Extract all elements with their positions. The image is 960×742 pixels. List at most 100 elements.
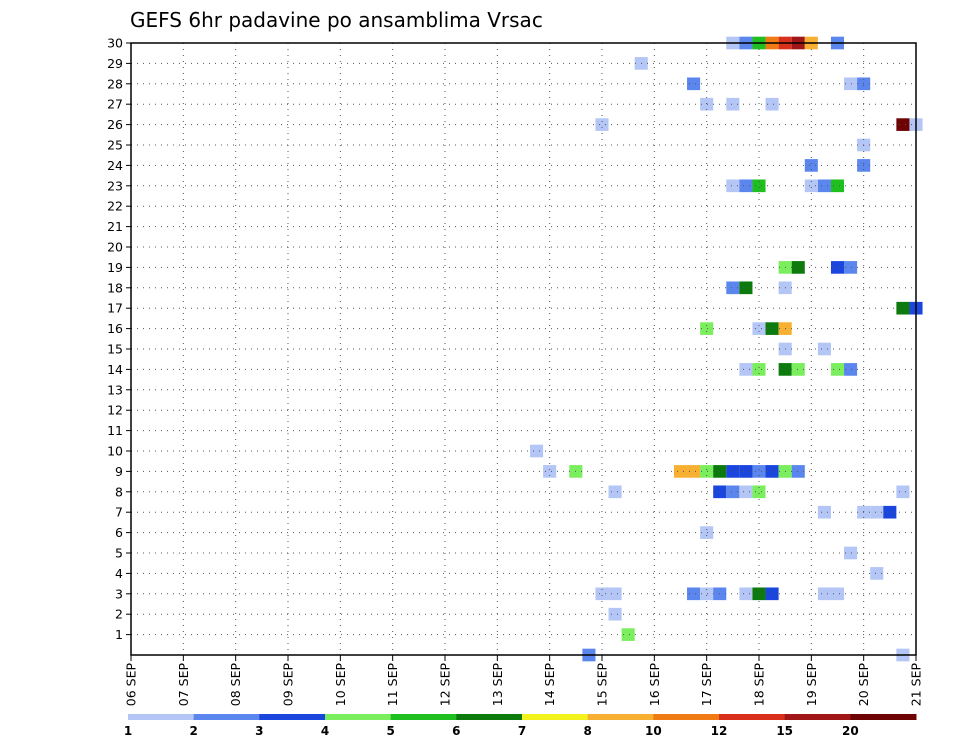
y-tick-label: 21 — [107, 219, 123, 234]
data-cell — [726, 465, 740, 478]
legend-label: 1 — [124, 724, 132, 738]
data-cell — [726, 485, 740, 499]
x-tick-label: 06 SEP — [124, 663, 139, 707]
y-tick-label: 10 — [107, 444, 123, 459]
data-cell — [817, 587, 831, 601]
x-tick-label: 07 SEP — [176, 663, 191, 707]
y-tick-label: 18 — [107, 280, 123, 295]
legend-label: 7 — [518, 724, 526, 738]
y-tick-label: 14 — [107, 362, 123, 377]
data-cell — [896, 118, 910, 131]
legend-label: 2 — [189, 724, 197, 738]
data-cell — [844, 363, 858, 376]
y-tick-label: 9 — [115, 464, 123, 479]
data-cell — [883, 505, 897, 519]
data-cell — [739, 485, 753, 499]
y-tick-label: 30 — [107, 36, 123, 51]
y-tick-label: 12 — [107, 403, 123, 418]
data-cell — [739, 363, 753, 376]
y-tick-label: 13 — [107, 382, 123, 397]
data-cell — [765, 97, 779, 111]
y-tick-label: 27 — [107, 97, 123, 112]
y-tick-label: 16 — [107, 321, 123, 336]
data-cell — [700, 322, 714, 335]
data-cell — [687, 587, 701, 601]
legend-label: 12 — [711, 724, 728, 738]
data-cell — [739, 179, 753, 193]
y-tick-label: 19 — [107, 260, 123, 275]
x-tick-label: 10 SEP — [333, 663, 348, 707]
data-cell — [543, 465, 557, 478]
y-tick-label: 23 — [107, 178, 123, 193]
legend-swatch — [719, 714, 786, 720]
data-cell — [739, 587, 753, 601]
data-cell — [608, 587, 622, 601]
data-cell — [700, 526, 714, 539]
legend-swatch — [193, 714, 260, 720]
x-tick-label: 14 SEP — [542, 663, 557, 707]
x-tick-label: 16 SEP — [647, 663, 662, 707]
y-tick-label: 8 — [115, 484, 123, 499]
data-cell — [830, 261, 845, 274]
y-tick-label: 15 — [107, 342, 123, 357]
x-tick-label: 08 SEP — [228, 663, 243, 707]
y-tick-label: 24 — [107, 158, 123, 173]
data-cell — [726, 281, 740, 295]
grid-lines — [131, 43, 916, 655]
y-tick-label: 2 — [115, 607, 123, 622]
legend-label: 5 — [386, 724, 394, 738]
data-cell — [844, 546, 858, 560]
legend-label: 3 — [255, 724, 263, 738]
data-cell — [700, 97, 714, 111]
x-tick-label: 17 SEP — [699, 663, 714, 707]
data-cell — [765, 465, 779, 478]
data-cell — [752, 485, 766, 499]
y-tick-label: 7 — [115, 505, 123, 520]
x-tick-label: 21 SEP — [909, 663, 924, 707]
data-cell — [830, 363, 845, 376]
legend-label: 10 — [645, 724, 662, 738]
data-cell — [817, 505, 831, 519]
data-cell — [621, 628, 635, 641]
data-cell — [595, 118, 609, 131]
data-cell — [830, 179, 845, 193]
legend-swatch — [325, 714, 392, 720]
x-tick-label: 20 SEP — [856, 663, 871, 707]
legend-swatch — [390, 714, 457, 720]
y-tick-label: 25 — [107, 138, 123, 153]
legend-swatch — [259, 714, 326, 720]
data-cell — [870, 505, 884, 519]
data-cell — [595, 587, 609, 601]
legend-label: 20 — [842, 724, 859, 738]
data-cell — [804, 179, 818, 193]
data-cell — [739, 281, 753, 295]
legend-swatch — [587, 714, 654, 720]
data-cell — [608, 607, 622, 621]
x-tick-label: 09 SEP — [281, 663, 296, 707]
x-tick-label: 11 SEP — [385, 663, 400, 707]
legend-swatch — [653, 714, 720, 720]
data-cell — [726, 97, 740, 111]
legend-swatch — [456, 714, 523, 720]
data-cell — [791, 363, 805, 376]
data-cell — [870, 567, 884, 580]
data-cell — [700, 465, 714, 478]
data-cell — [739, 465, 753, 478]
data-cell — [687, 465, 701, 478]
legend-swatch — [784, 714, 851, 720]
x-axis: 06 SEP 07 SEP 08 SEP 09 SEP 10 SEP 11 SEP 12 S… — [124, 655, 924, 706]
legend-label: 8 — [583, 724, 591, 738]
data-cell — [817, 179, 831, 193]
y-tick-label: 6 — [115, 525, 123, 540]
data-cell — [752, 322, 766, 335]
data-cell — [752, 465, 766, 478]
data-cell — [687, 77, 701, 91]
data-cell — [896, 485, 910, 499]
legend-label: 6 — [452, 724, 460, 738]
data-cell — [530, 444, 544, 458]
x-tick-label: 15 SEP — [595, 663, 610, 707]
data-cell — [752, 587, 766, 601]
data-cell — [752, 363, 766, 376]
legend-swatch — [522, 714, 589, 720]
